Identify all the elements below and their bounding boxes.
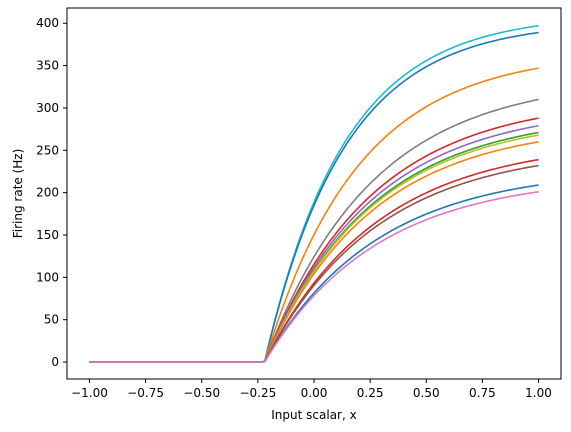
y-tick-label: 400	[36, 16, 59, 30]
series-group	[89, 24, 539, 363]
y-tick-label: 150	[36, 228, 59, 242]
y-tick-label: 0	[51, 355, 59, 369]
x-tick-label: 0.50	[413, 386, 440, 400]
x-axis-ticks: −1.00 −0.75 −0.50 −0.25 0.00 0.25 0.50 0.75 1.00	[71, 379, 552, 400]
x-tick-label: −0.50	[183, 386, 220, 400]
y-axis-ticks: 0 50 100 150 200 250 300 350 400	[36, 16, 67, 369]
x-axis-label: Input scalar, x	[271, 408, 356, 422]
series-line-13	[89, 191, 539, 363]
y-tick-label: 250	[36, 143, 59, 157]
y-tick-label: 200	[36, 186, 59, 200]
y-tick-label: 100	[36, 270, 59, 284]
y-axis-label: Firing rate (Hz)	[11, 149, 25, 239]
y-tick-label: 50	[44, 313, 59, 327]
x-tick-label: 0.00	[301, 386, 328, 400]
x-tick-label: 0.25	[357, 386, 384, 400]
y-tick-label: 350	[36, 59, 59, 73]
x-tick-label: −1.00	[71, 386, 108, 400]
x-tick-label: −0.25	[239, 386, 276, 400]
y-tick-label: 300	[36, 101, 59, 115]
x-tick-label: 0.75	[469, 386, 496, 400]
x-tick-label: −0.75	[127, 386, 164, 400]
x-tick-label: 1.00	[525, 386, 552, 400]
